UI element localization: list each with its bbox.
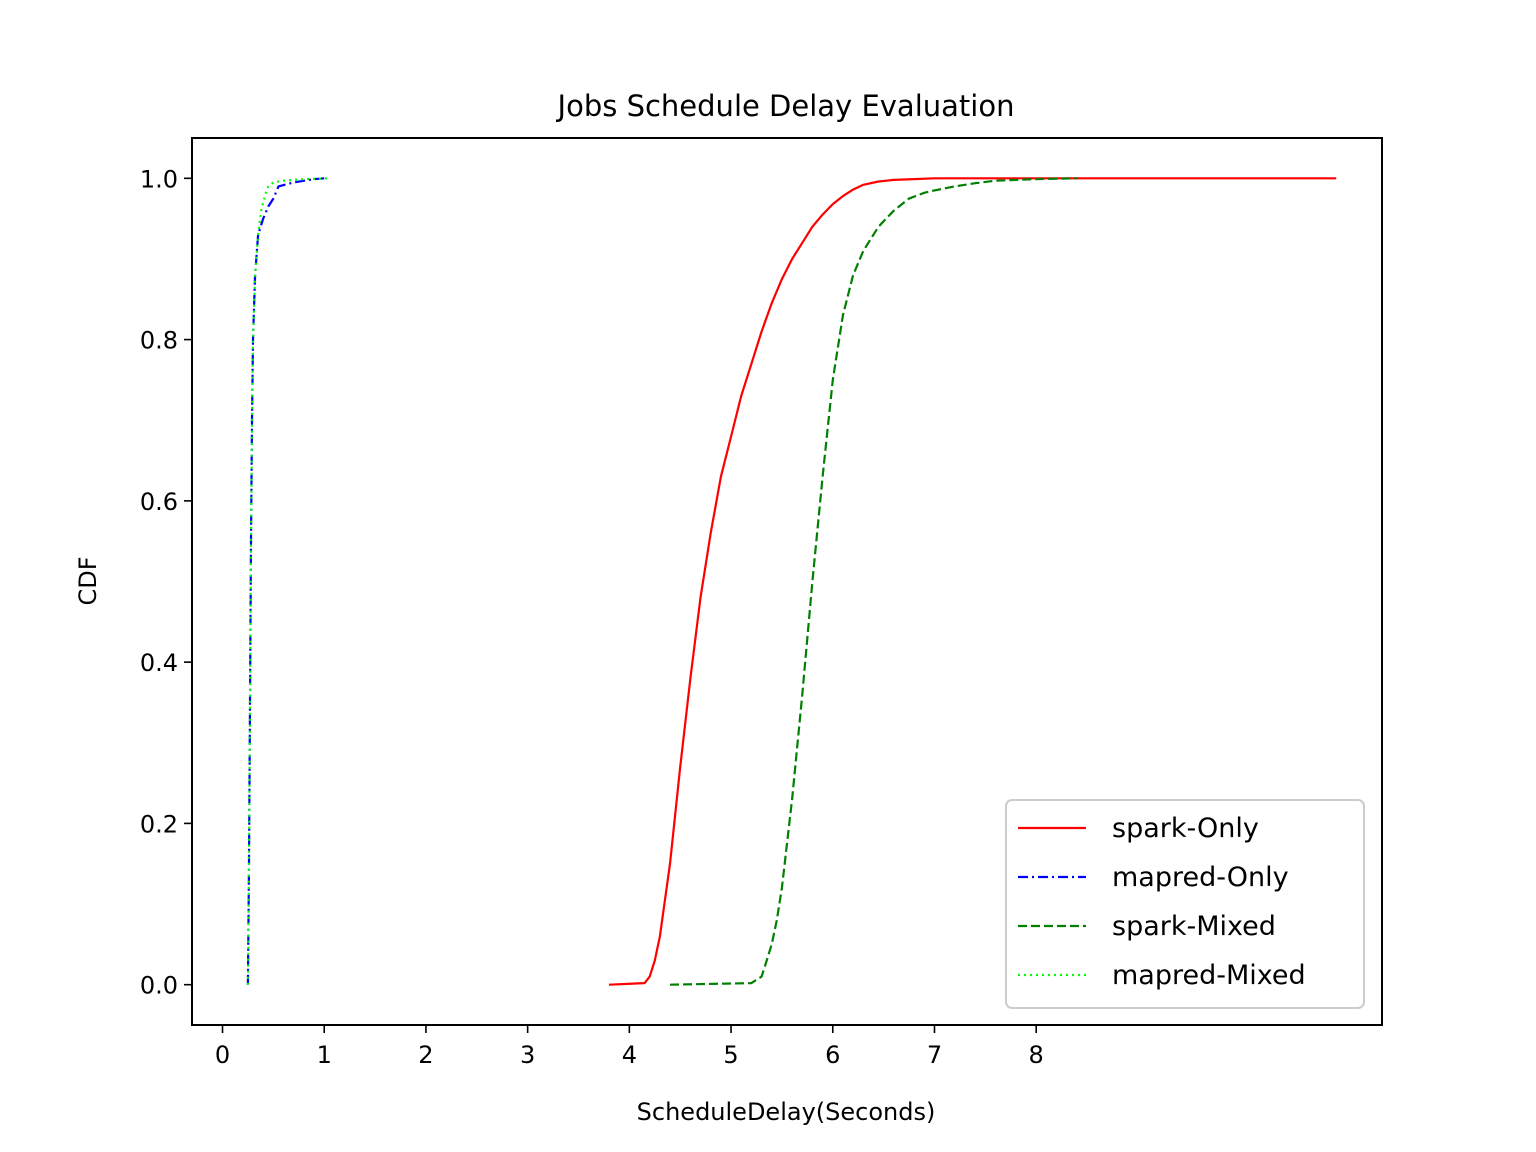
y-tick-label: 0.2: [140, 810, 178, 838]
legend-label-mapred-mixed: mapred-Mixed: [1112, 960, 1306, 991]
legend-box: [1005, 799, 1365, 1009]
legend-entries: spark-Only mapred-Only spark-Mixed mapred-M…: [1018, 813, 1306, 991]
x-tick-label: 4: [622, 1041, 637, 1069]
plot-area: [246, 177, 1337, 986]
legend-label-spark-mixed: spark-Mixed: [1112, 911, 1276, 942]
series-line-spark-only: [608, 177, 1337, 986]
y-tick-label: 0.4: [140, 649, 178, 677]
x-axis-label: ScheduleDelay(Seconds): [637, 1098, 936, 1126]
y-tick-label: 1.0: [140, 165, 178, 193]
x-axis: 0 1 2 3 4 5 6 7 8: [215, 1025, 1044, 1069]
chart-title: Jobs Schedule Delay Evaluation: [556, 89, 1015, 123]
x-tick-label: 6: [825, 1041, 840, 1069]
x-tick-label: 7: [927, 1041, 942, 1069]
x-tick-label: 0: [215, 1041, 230, 1069]
y-tick-label: 0.0: [140, 972, 178, 1000]
legend: spark-Only mapred-Only spark-Mixed mapred-M…: [1005, 799, 1365, 1009]
y-tick-label: 0.8: [140, 327, 178, 355]
x-tick-label: 1: [317, 1041, 332, 1069]
series-line-mapred-mixed: [246, 177, 330, 985]
y-axis-label: CDF: [74, 556, 102, 605]
series-line-mapred-only: [246, 177, 325, 985]
x-tick-label: 2: [418, 1041, 433, 1069]
y-axis: 0.0 0.2 0.4 0.6 0.8 1.0: [140, 165, 192, 1000]
x-tick-label: 3: [520, 1041, 535, 1069]
x-tick-label: 8: [1029, 1041, 1044, 1069]
axes-frame: [191, 137, 1383, 1026]
y-tick-label: 0.6: [140, 488, 178, 516]
series-line-spark-mixed: [669, 177, 1077, 986]
legend-label-mapred-only: mapred-Only: [1112, 862, 1289, 893]
x-tick-label: 5: [723, 1041, 738, 1069]
legend-label-spark-only: spark-Only: [1112, 813, 1259, 844]
